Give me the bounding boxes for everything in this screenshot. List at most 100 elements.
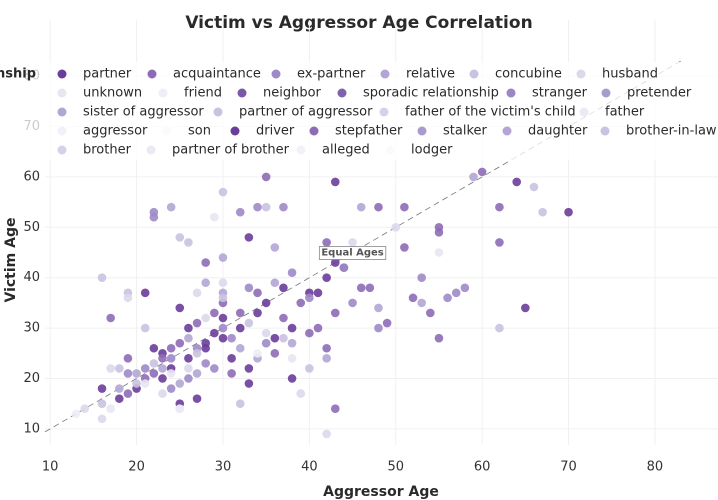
data-point	[140, 323, 150, 333]
data-point	[244, 283, 254, 293]
legend-marker[interactable]	[57, 88, 67, 98]
legend-marker[interactable]	[158, 88, 168, 98]
legend-marker[interactable]	[237, 88, 247, 98]
x-tick-label: 40	[301, 460, 318, 475]
legend-label: stranger	[532, 86, 588, 101]
data-point	[296, 298, 306, 308]
legend-marker[interactable]	[309, 126, 319, 136]
legend-marker[interactable]	[417, 126, 427, 136]
legend-marker[interactable]	[57, 69, 67, 79]
legend-marker[interactable]	[57, 126, 67, 136]
legend-marker[interactable]	[337, 88, 347, 98]
data-point	[244, 364, 254, 373]
x-tick-label: 30	[215, 460, 232, 475]
data-point	[270, 348, 280, 358]
legend-label: husband	[602, 67, 658, 82]
legend-marker[interactable]	[146, 145, 156, 155]
data-point	[235, 207, 245, 217]
legend-marker[interactable]	[271, 69, 281, 79]
data-point	[443, 293, 452, 303]
legend-label: father	[605, 105, 645, 120]
data-point	[426, 308, 435, 318]
data-point	[218, 293, 228, 303]
data-point	[123, 369, 133, 378]
legend-marker[interactable]	[57, 145, 67, 155]
data-point	[322, 354, 331, 363]
data-point	[287, 323, 297, 333]
data-point	[279, 313, 288, 323]
data-point	[564, 207, 573, 217]
legend-label: relative	[406, 67, 455, 82]
data-point	[149, 343, 159, 353]
legend-label: brother	[83, 143, 132, 158]
legend-marker[interactable]	[385, 145, 395, 155]
data-point	[192, 369, 202, 378]
legend-label: partner of aggressor	[239, 105, 373, 120]
data-point	[210, 328, 219, 338]
legend-marker[interactable]	[506, 88, 516, 98]
data-point	[495, 323, 504, 333]
data-point	[140, 364, 150, 373]
legend-marker[interactable]	[469, 69, 479, 79]
legend-marker[interactable]	[601, 88, 611, 98]
data-point	[330, 258, 340, 267]
data-point	[322, 429, 331, 439]
legend-marker[interactable]	[213, 107, 223, 117]
legend-marker[interactable]	[57, 107, 67, 117]
x-axis-label: Aggressor Age	[323, 484, 439, 500]
legend-label: alleged	[322, 143, 370, 158]
data-point	[305, 328, 314, 338]
legend-label: sporadic relationship	[363, 86, 499, 101]
data-point	[175, 404, 185, 414]
data-point	[253, 202, 262, 212]
legend-marker[interactable]	[296, 145, 306, 155]
legend-marker[interactable]	[379, 107, 389, 117]
data-point	[287, 268, 297, 277]
data-point	[218, 253, 228, 262]
legend-marker[interactable]	[162, 126, 172, 136]
data-point	[287, 338, 297, 348]
data-point	[106, 364, 115, 373]
data-point	[175, 379, 185, 388]
data-point	[140, 288, 150, 298]
data-point	[244, 318, 254, 328]
data-point	[512, 177, 522, 187]
data-point	[114, 364, 124, 373]
data-point	[374, 202, 383, 212]
y-axis-label: Victim Age	[3, 218, 19, 303]
data-point	[97, 384, 107, 393]
data-point	[184, 354, 193, 363]
legend-label: driver	[256, 124, 295, 139]
data-point	[417, 298, 426, 308]
legend-label: lodger	[411, 143, 453, 158]
data-point	[140, 379, 150, 388]
data-point	[356, 202, 366, 212]
data-point	[538, 207, 547, 217]
legend-marker[interactable]	[576, 69, 586, 79]
legend-marker[interactable]	[579, 107, 589, 117]
data-point	[244, 379, 254, 388]
legend-marker[interactable]	[502, 126, 512, 136]
data-point	[192, 348, 202, 358]
legend-marker[interactable]	[600, 126, 610, 136]
legend-marker[interactable]	[147, 69, 157, 79]
x-tick-label: 50	[387, 460, 404, 475]
data-point	[529, 182, 539, 192]
data-point	[123, 354, 133, 363]
legend-marker[interactable]	[380, 69, 390, 79]
legend-label: ex-partner	[297, 67, 366, 82]
data-point	[469, 172, 478, 182]
legend-label: father of the victim's child	[405, 105, 576, 120]
legend-marker[interactable]	[230, 126, 240, 136]
legend-label: brother-in-law	[626, 124, 717, 139]
data-point	[227, 354, 236, 363]
data-point	[322, 343, 331, 353]
data-point	[261, 202, 271, 212]
data-point	[434, 248, 444, 257]
data-point	[80, 404, 90, 414]
data-point	[166, 354, 176, 363]
x-tick-label: 60	[474, 460, 491, 475]
data-point	[339, 263, 349, 272]
data-point	[97, 414, 107, 424]
data-point	[149, 212, 159, 222]
